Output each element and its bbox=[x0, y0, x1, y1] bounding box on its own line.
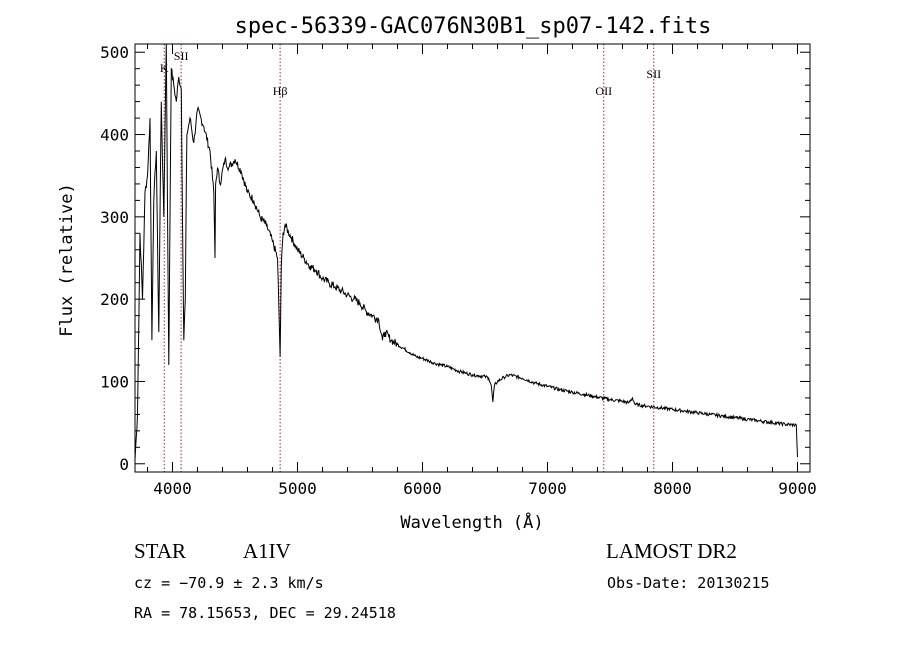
emission-line-label: OII bbox=[595, 84, 612, 98]
plot-area: 4000 5000 6000 7000 8000 9000 0 100 200 300 400 500… bbox=[100, 43, 817, 498]
x-tick-label: 7000 bbox=[528, 479, 567, 498]
observation-date: Obs-Date: 20130215 bbox=[607, 574, 770, 592]
coordinates: RA = 78.15653, DEC = 29.24518 bbox=[134, 604, 396, 622]
x-tick-label: 8000 bbox=[653, 479, 692, 498]
y-tick-label: 0 bbox=[119, 455, 129, 474]
plot-frame bbox=[134, 43, 811, 473]
emission-line-label: SII bbox=[174, 49, 189, 63]
x-tick-label: 6000 bbox=[403, 479, 442, 498]
x-tick-label: 5000 bbox=[278, 479, 317, 498]
spectrum-line bbox=[134, 43, 798, 460]
y-tick-label: 300 bbox=[100, 208, 129, 227]
y-tick-label: 100 bbox=[100, 372, 129, 391]
y-tick-label: 500 bbox=[100, 43, 129, 62]
y-axis-label: Flux (relative) bbox=[57, 183, 77, 337]
y-tick-label: 400 bbox=[100, 126, 129, 145]
object-subclass: A1IV bbox=[243, 539, 291, 563]
x-tick-label: 4000 bbox=[153, 479, 192, 498]
object-class: STAR bbox=[134, 539, 186, 563]
emission-line-label: K bbox=[160, 61, 169, 75]
y-tick-label: 200 bbox=[100, 290, 129, 309]
survey-name: LAMOST DR2 bbox=[606, 539, 737, 563]
emission-line-label: Hβ bbox=[273, 84, 288, 98]
chart-title: spec-56339-GAC076N30B1_sp07-142.fits bbox=[235, 14, 712, 39]
spectrum-chart: spec-56339-GAC076N30B1_sp07-142.fits 400… bbox=[57, 14, 817, 533]
x-tick-label: 9000 bbox=[778, 479, 817, 498]
redshift-cz: cz = −70.9 ± 2.3 km/s bbox=[134, 574, 324, 592]
x-axis-label: Wavelength (Å) bbox=[400, 511, 543, 533]
emission-line-label: SII bbox=[646, 67, 661, 81]
